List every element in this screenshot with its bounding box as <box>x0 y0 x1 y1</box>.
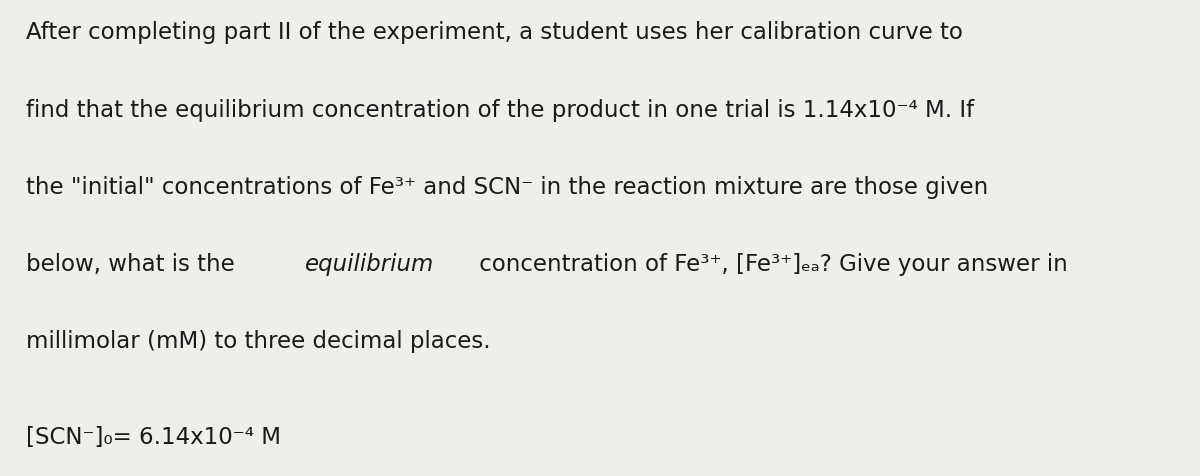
Text: equilibrium: equilibrium <box>305 253 434 276</box>
Text: [SCN⁻]₀= 6.14x10⁻⁴ M: [SCN⁻]₀= 6.14x10⁻⁴ M <box>26 426 281 449</box>
Text: concentration of Fe³⁺, [Fe³⁺]ₑₐ? Give your answer in: concentration of Fe³⁺, [Fe³⁺]ₑₐ? Give yo… <box>472 253 1068 276</box>
Text: After completing part II of the experiment, a student uses her calibration curve: After completing part II of the experime… <box>26 21 964 44</box>
Text: the "initial" concentrations of Fe³⁺ and SCN⁻ in the reaction mixture are those : the "initial" concentrations of Fe³⁺ and… <box>26 176 989 198</box>
Text: millimolar (mM) to three decimal places.: millimolar (mM) to three decimal places. <box>26 330 491 353</box>
Text: find that the equilibrium concentration of the product in one trial is 1.14x10⁻⁴: find that the equilibrium concentration … <box>26 99 974 121</box>
Text: below, what is the: below, what is the <box>26 253 242 276</box>
